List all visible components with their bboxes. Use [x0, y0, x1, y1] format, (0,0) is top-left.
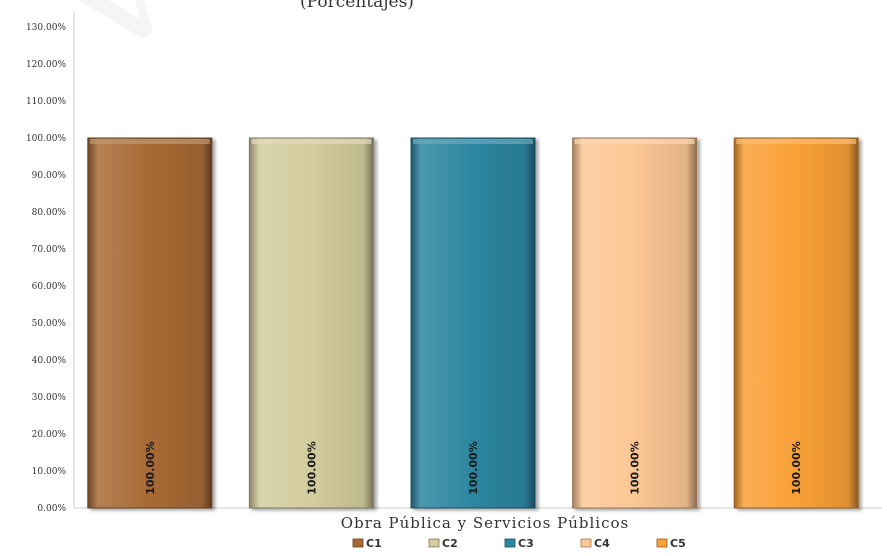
legend-swatch-c4	[580, 538, 592, 548]
data-label-c3: 100.00%	[467, 441, 480, 494]
bar-bevel-c2	[251, 139, 372, 144]
bar-c1	[87, 137, 213, 509]
data-label-c1: 100.00%	[144, 441, 157, 494]
y-tick-label: 120.00%	[26, 60, 66, 70]
legend-label-c1: C1	[366, 537, 382, 550]
bar-c4	[572, 137, 698, 509]
bar-bevel-c3	[413, 139, 533, 144]
legend-swatch-c3	[504, 538, 516, 548]
chart-subtitle: (Porcentajes)	[300, 0, 414, 12]
legend-swatch-c5	[656, 538, 668, 548]
bar-bevel-c1	[89, 139, 210, 144]
x-axis-label: Obra Pública y Servicios Públicos	[341, 514, 629, 532]
y-tick-label: 70.00%	[32, 245, 67, 255]
y-tick-label: 30.00%	[32, 393, 67, 403]
legend-label-c4: C4	[594, 537, 610, 550]
data-label-c5: 100.00%	[790, 441, 803, 494]
bar-c5	[733, 137, 859, 509]
legend-label-c5: C5	[670, 537, 686, 550]
bar-c3	[410, 137, 536, 509]
y-tick-label: 90.00%	[32, 171, 67, 181]
bar-c2	[248, 137, 374, 509]
y-tick-label: 60.00%	[32, 282, 67, 292]
y-tick-label: 50.00%	[32, 319, 67, 329]
y-tick-label: 130.00%	[26, 23, 66, 33]
y-tick-label: 80.00%	[32, 208, 67, 218]
y-tick-label: 10.00%	[32, 467, 67, 477]
y-tick-label: 20.00%	[32, 430, 67, 440]
y-tick-label: 110.00%	[26, 97, 66, 107]
legend-swatch-c1	[352, 538, 364, 548]
data-label-c4: 100.00%	[629, 441, 642, 494]
legend-label-c2: C2	[442, 537, 458, 550]
y-tick-label: 0.00%	[37, 504, 66, 514]
legend-label-c3: C3	[518, 537, 534, 550]
y-tick-label: 40.00%	[32, 356, 67, 366]
bar-bevel-c4	[574, 139, 695, 144]
bar-bevel-c5	[736, 139, 857, 144]
legend-swatch-c2	[428, 538, 440, 548]
y-tick-label: 100.00%	[26, 134, 66, 144]
data-label-c2: 100.00%	[305, 441, 318, 494]
